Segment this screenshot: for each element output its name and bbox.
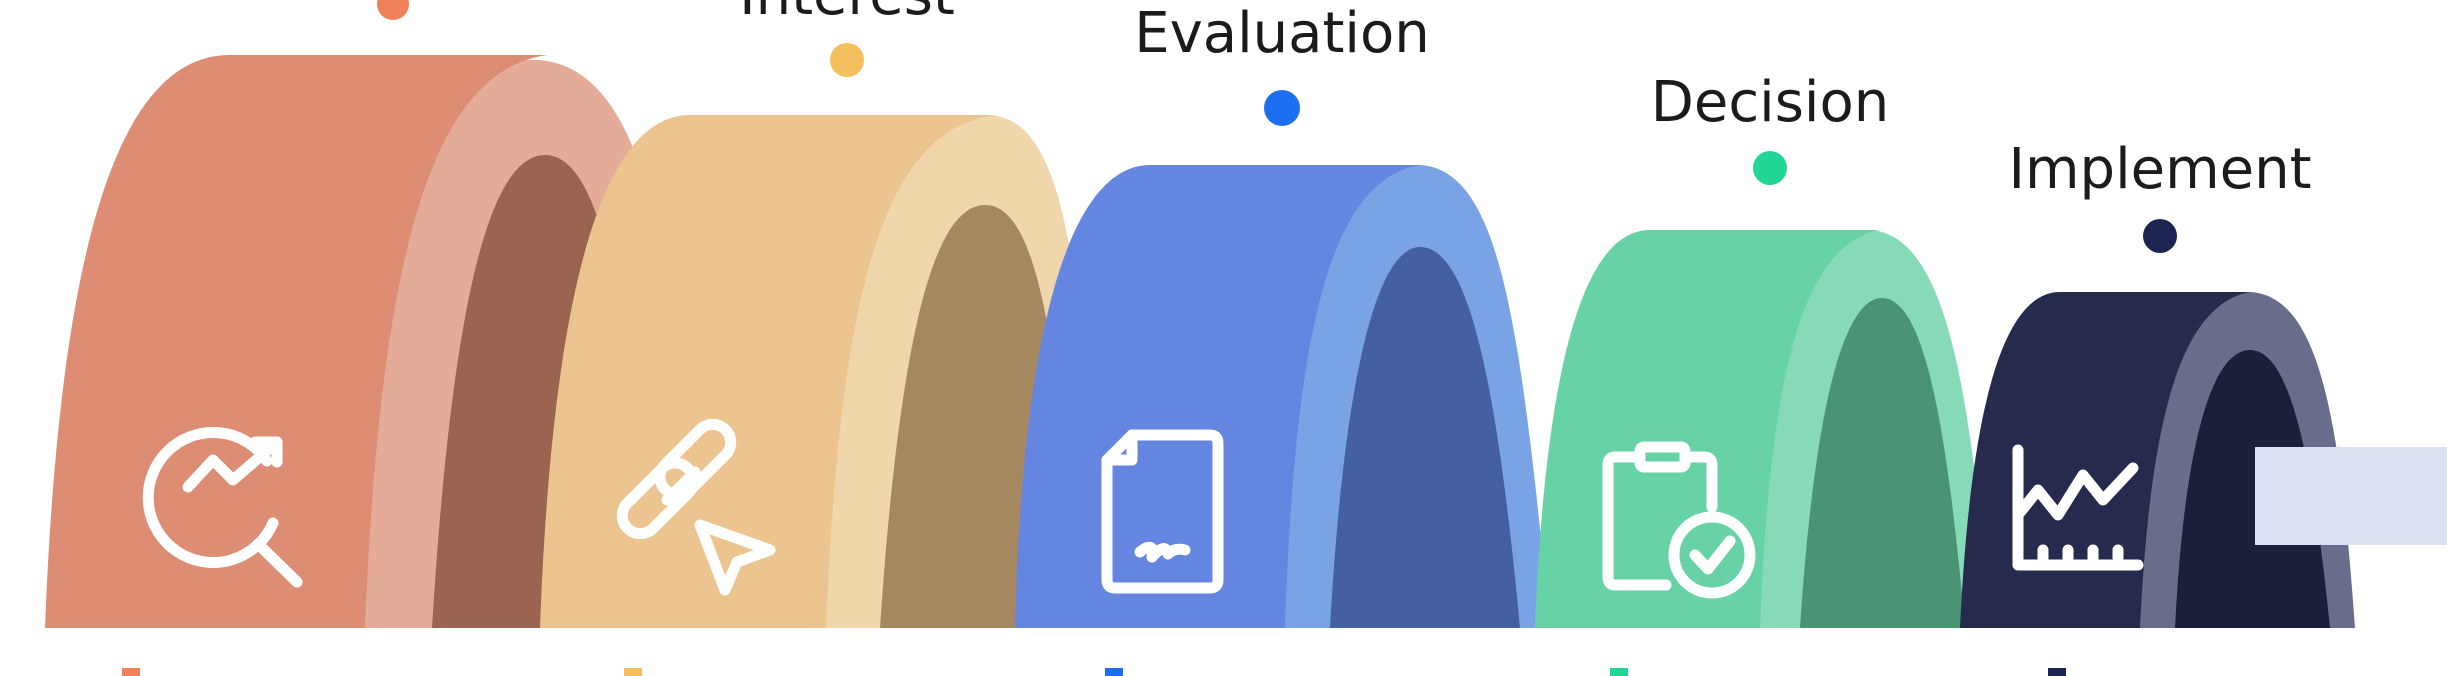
clipboard-check-icon bbox=[1602, 441, 1756, 599]
arch-5-inner bbox=[2175, 350, 2330, 628]
stage-5-label: Implement bbox=[2008, 137, 2311, 202]
arch-stage-2 bbox=[540, 115, 1100, 628]
arch-5-front bbox=[1960, 292, 2250, 628]
stage-1-dot bbox=[377, 0, 409, 20]
document-signature-icon bbox=[1101, 429, 1224, 594]
arch-4-front bbox=[1535, 230, 1880, 628]
arch-4-inner bbox=[1800, 298, 1965, 628]
stage-5-dot bbox=[2143, 219, 2177, 253]
side-panel bbox=[2255, 447, 2447, 545]
growth-search-icon bbox=[142, 427, 303, 588]
stage-4-dot bbox=[1753, 151, 1787, 185]
arch-1-front bbox=[45, 55, 548, 628]
stage-3-label: Evaluation bbox=[1134, 1, 1429, 66]
stage-4-label: Decision bbox=[1651, 70, 1889, 135]
line-chart-icon bbox=[2012, 444, 2144, 571]
stage-4-marker bbox=[1610, 668, 1628, 676]
arch-3-inner bbox=[1330, 247, 1520, 628]
arch-stage-3 bbox=[1015, 165, 1550, 628]
stage-2-marker bbox=[624, 668, 642, 676]
stage-1-marker bbox=[122, 668, 140, 676]
link-cursor-icon bbox=[616, 418, 776, 596]
stage-3-marker bbox=[1105, 668, 1123, 676]
stage-3-dot bbox=[1264, 90, 1300, 126]
stage-2-label: Interest bbox=[739, 0, 955, 28]
arch-stage-4 bbox=[1535, 230, 1990, 628]
stage-5-marker bbox=[2048, 668, 2066, 676]
arch-2-front bbox=[540, 115, 995, 628]
stage-2-dot bbox=[830, 43, 864, 77]
arch-3-front bbox=[1015, 165, 1420, 628]
